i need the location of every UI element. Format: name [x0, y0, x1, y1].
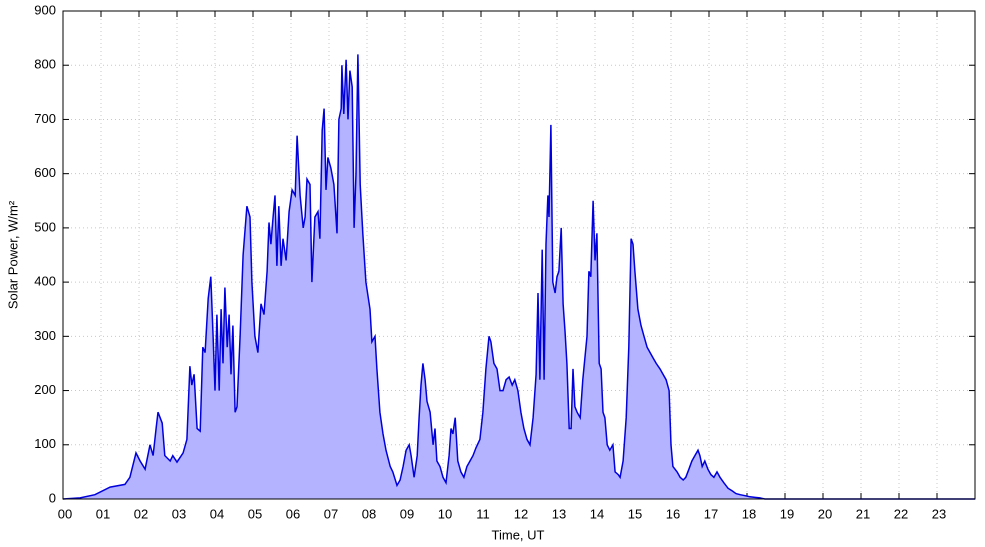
x-tick-label: 10: [438, 506, 452, 521]
area-fill: [63, 54, 975, 500]
x-tick-label: 01: [96, 506, 110, 521]
x-tick-label: 14: [590, 506, 604, 521]
y-tick-label: 900: [34, 2, 56, 17]
x-tick-label: 20: [818, 506, 832, 521]
x-tick-label: 03: [172, 506, 186, 521]
area-line: [62, 54, 975, 500]
y-tick-label: 600: [34, 165, 56, 180]
y-tick-label: 200: [34, 382, 56, 397]
y-tick-label: 300: [34, 328, 56, 343]
x-tick-label: 08: [362, 506, 376, 521]
x-tick-label: 23: [932, 506, 946, 521]
y-tick-label: 800: [34, 57, 56, 72]
x-tick-label: 04: [210, 506, 224, 521]
x-tick-label: 09: [400, 506, 414, 521]
x-tick-label: 16: [666, 506, 680, 521]
x-tick-label: 13: [552, 506, 566, 521]
x-tick-label: 06: [286, 506, 300, 521]
plot-frame: [62, 10, 976, 500]
x-tick-label: 11: [476, 506, 490, 521]
x-tick-label: 07: [324, 506, 338, 521]
y-tick-label: 100: [34, 436, 56, 451]
y-axis-title: Solar Power, W/m²: [5, 200, 20, 309]
y-tick-label: 500: [34, 219, 56, 234]
x-tick-label: 05: [248, 506, 262, 521]
x-axis-title: Time, UT: [492, 527, 545, 542]
x-tick-label: 19: [780, 506, 794, 521]
x-tick-label: 00: [58, 506, 72, 521]
x-tick-label: 18: [742, 506, 756, 521]
x-tick-label: 21: [856, 506, 870, 521]
x-tick-label: 02: [134, 506, 148, 521]
y-tick-label: 700: [34, 111, 56, 126]
y-tick-label: 0: [49, 490, 56, 505]
y-tick-label: 400: [34, 274, 56, 289]
x-tick-label: 17: [704, 506, 718, 521]
x-tick-label: 22: [894, 506, 908, 521]
x-tick-label: 12: [514, 506, 528, 521]
x-tick-label: 15: [628, 506, 642, 521]
